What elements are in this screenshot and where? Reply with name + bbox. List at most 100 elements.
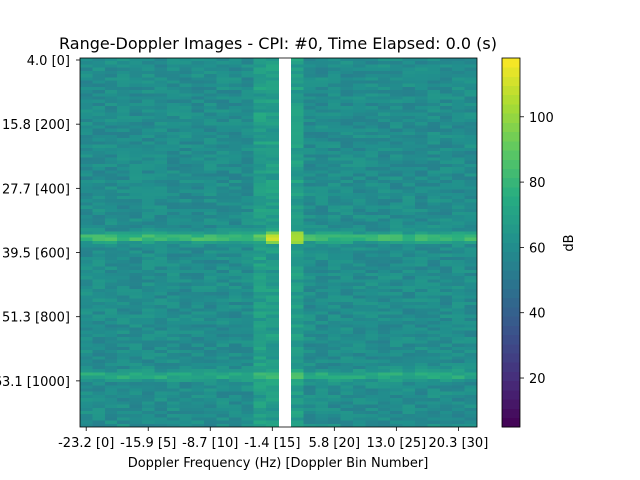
heatmap-cell <box>402 330 416 335</box>
heatmap-cell <box>365 125 379 129</box>
heatmap-cell <box>290 186 304 190</box>
heatmap-cell <box>129 398 143 402</box>
heatmap-cell <box>427 77 441 81</box>
heatmap-cell <box>166 80 180 85</box>
heatmap-cell <box>104 205 118 210</box>
heatmap-cell <box>80 93 93 97</box>
heatmap-cell <box>328 192 341 197</box>
heatmap-cell <box>328 189 341 194</box>
heatmap-cell <box>216 247 230 251</box>
heatmap-cell <box>179 263 193 267</box>
heatmap-cell <box>352 292 366 296</box>
heatmap-cell <box>166 382 180 386</box>
heatmap-cell <box>204 67 217 72</box>
heatmap-cell <box>191 244 205 248</box>
heatmap-cell <box>253 106 267 110</box>
heatmap-cell <box>340 115 354 120</box>
heatmap-cell <box>80 398 93 402</box>
heatmap-cell <box>216 375 230 380</box>
heatmap-cell <box>142 195 155 200</box>
heatmap-cell <box>228 154 242 158</box>
heatmap-cell <box>216 305 230 309</box>
heatmap-cell <box>92 208 106 213</box>
heatmap-cell <box>427 250 441 255</box>
heatmap-cell <box>92 122 106 126</box>
heatmap-cell <box>92 394 106 399</box>
heatmap-cell <box>390 308 403 312</box>
heatmap-cell <box>80 237 93 242</box>
heatmap-cell <box>253 144 267 149</box>
heatmap-cell <box>303 349 317 354</box>
heatmap-cell <box>377 272 391 277</box>
heatmap-cell <box>204 212 217 216</box>
heatmap-cell <box>204 327 217 332</box>
heatmap-cell <box>352 128 366 133</box>
heatmap-cell <box>439 266 453 271</box>
heatmap-cell <box>191 375 205 380</box>
heatmap-cell <box>427 260 441 264</box>
heatmap-cell <box>253 414 267 418</box>
heatmap-cell <box>352 202 366 206</box>
heatmap-cell <box>228 343 242 348</box>
heatmap-cell <box>464 208 477 213</box>
heatmap-cell <box>328 388 341 393</box>
heatmap-cell <box>92 423 106 427</box>
heatmap-cell <box>390 349 403 354</box>
heatmap-cell <box>464 192 477 197</box>
heatmap-cell <box>290 176 304 181</box>
heatmap-cell <box>92 67 106 72</box>
heatmap-cell <box>414 349 428 354</box>
heatmap-cell <box>414 234 428 239</box>
heatmap-cell <box>266 247 279 251</box>
heatmap-cell <box>390 343 403 348</box>
heatmap-cell <box>129 407 143 412</box>
heatmap-cell <box>216 272 230 277</box>
heatmap-cell <box>92 170 106 174</box>
heatmap-cell <box>216 423 230 427</box>
heatmap-cell <box>166 86 180 91</box>
heatmap-cell <box>315 327 329 332</box>
heatmap-cell <box>452 86 465 91</box>
heatmap-cell <box>452 138 465 142</box>
heatmap-cell <box>129 276 143 280</box>
heatmap-cell <box>204 224 217 229</box>
heatmap-cell <box>340 138 354 142</box>
heatmap-cell <box>129 212 143 216</box>
heatmap-cell <box>154 208 168 213</box>
heatmap-cell <box>104 192 118 197</box>
heatmap-cell <box>142 340 155 344</box>
x-tick-label: -1.4 [15] <box>244 436 300 451</box>
heatmap-cell <box>439 301 453 306</box>
heatmap-cell <box>129 118 143 123</box>
heatmap-cell <box>228 346 242 351</box>
heatmap-cell <box>414 343 428 348</box>
heatmap-cell <box>377 109 391 113</box>
heatmap-cell <box>166 74 180 78</box>
heatmap-cell <box>204 253 217 258</box>
heatmap-cell <box>92 160 106 165</box>
heatmap-cell <box>216 382 230 386</box>
heatmap-cell <box>377 199 391 203</box>
heatmap-cell <box>377 128 391 133</box>
heatmap-cell <box>204 250 217 255</box>
heatmap-cell <box>154 279 168 284</box>
heatmap-cell <box>204 77 217 81</box>
heatmap-cell <box>154 340 168 344</box>
heatmap-cell <box>377 417 391 421</box>
heatmap-cell <box>303 295 317 300</box>
heatmap-cell <box>328 237 341 242</box>
colorbar-segment <box>502 131 520 142</box>
heatmap-cell <box>340 324 354 328</box>
heatmap-cell <box>452 256 465 261</box>
heatmap-cell <box>228 199 242 203</box>
heatmap-cell <box>315 417 329 421</box>
heatmap-cell <box>328 279 341 284</box>
heatmap-cell <box>390 423 403 427</box>
heatmap-cell <box>104 93 118 97</box>
heatmap-cell <box>142 282 155 287</box>
heatmap-cell <box>92 263 106 267</box>
heatmap-cell <box>80 122 93 126</box>
heatmap-cell <box>352 154 366 158</box>
heatmap-cell <box>464 289 477 293</box>
heatmap-cell <box>142 215 155 219</box>
